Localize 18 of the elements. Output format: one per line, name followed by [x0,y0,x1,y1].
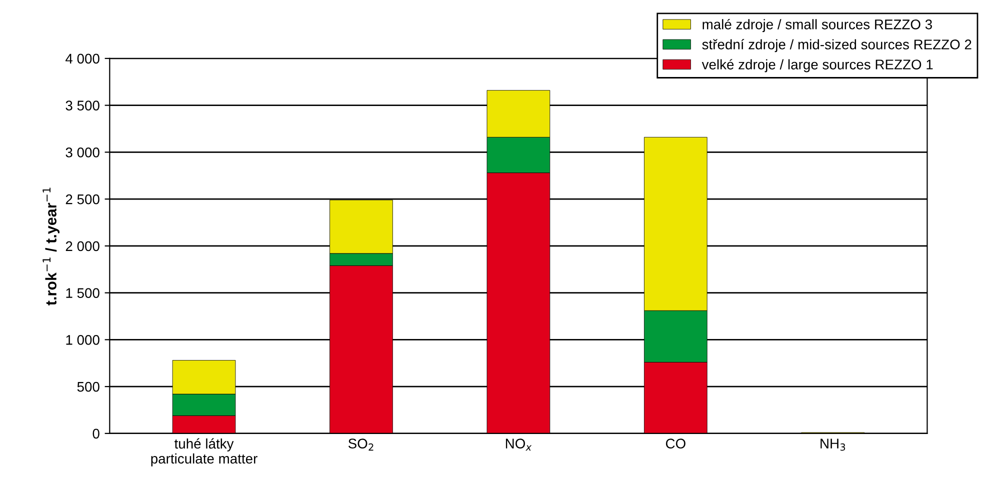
y-tick-label: 3 000 [66,148,100,158]
y-tick-label: 0 [92,428,100,439]
y-tick-label: 1 000 [66,335,100,345]
legend-label: střední zdroje / mid-sized sources REZZO 2 [702,39,972,52]
legend-label: malé zdroje / small sources REZZO 3 [702,18,932,32]
y-tick-label: 4 000 [66,54,100,64]
x-tick-label: NH$_{3}$ [820,438,846,451]
y-tick-label: 1 500 [66,288,100,298]
x-tick-label: SO$_{2}$ [348,438,374,451]
x-tick-label: tuhé látky particulate matter [151,438,258,466]
x-tick-label: CO [666,438,686,448]
y-tick-label: 2 000 [66,241,100,252]
y-tick-label: 3 500 [66,100,100,110]
y-tick-label: 500 [77,382,100,392]
y-tick-label: 2 500 [66,194,100,204]
x-tick-label: NO$_{x}$ [506,438,532,451]
y-axis-title: t.rok$^{−1}$ / t.year$^{−1}$ [42,188,60,306]
legend-label: velké zdroje / large sources REZZO 1 [702,59,933,72]
